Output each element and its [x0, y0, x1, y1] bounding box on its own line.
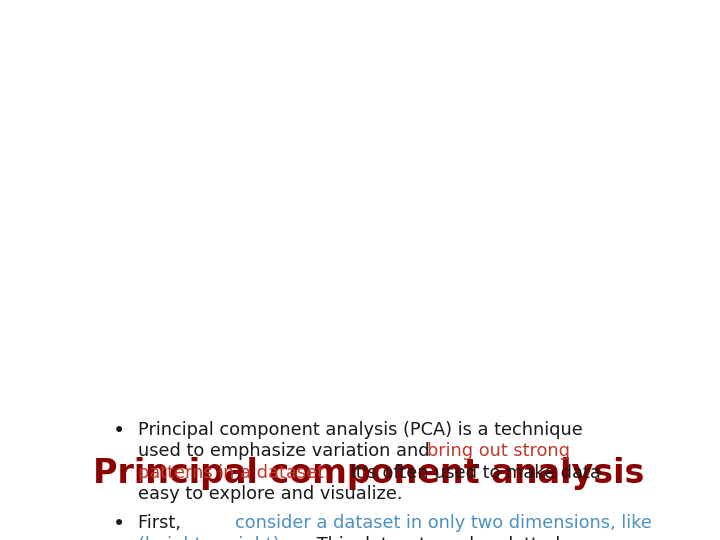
Text: This dataset can be plotted as: This dataset can be plotted as [311, 536, 586, 540]
Text: Principal component analysis (PCA) is a technique: Principal component analysis (PCA) is a … [138, 421, 582, 438]
Text: Principal component analysis: Principal component analysis [94, 457, 644, 490]
Text: •: • [113, 515, 125, 535]
Text: bring out strong: bring out strong [428, 442, 570, 460]
Text: used to emphasize variation and: used to emphasize variation and [138, 442, 436, 460]
Text: First,: First, [138, 515, 186, 532]
Text: consider a dataset in only two dimensions, like: consider a dataset in only two dimension… [235, 515, 652, 532]
Text: easy to explore and visualize.: easy to explore and visualize. [138, 485, 402, 503]
Text: •: • [113, 421, 125, 441]
Text: It's often used to make data: It's often used to make data [346, 464, 601, 482]
Text: patterns in a dataset.: patterns in a dataset. [138, 464, 330, 482]
Text: (height, weight).: (height, weight). [138, 536, 285, 540]
